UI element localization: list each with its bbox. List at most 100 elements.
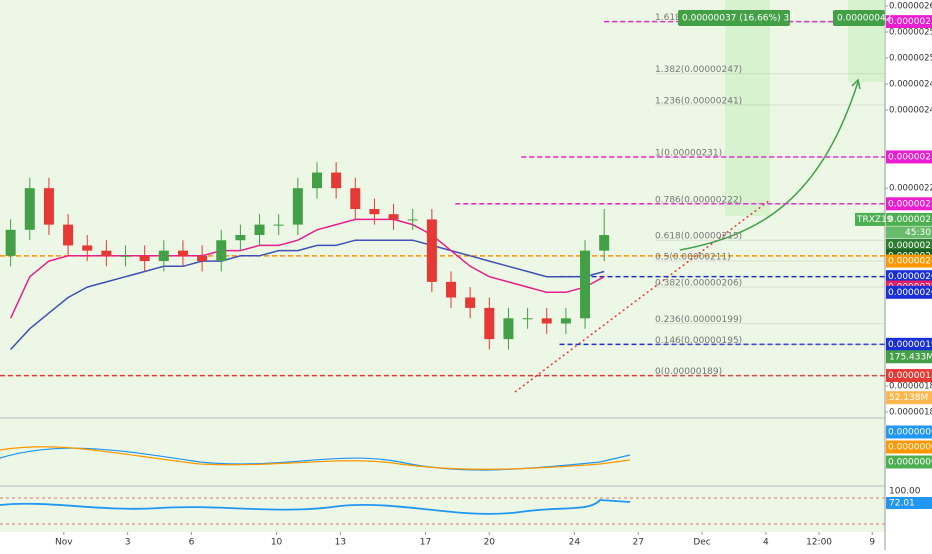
candle-body [426,219,437,282]
macd-signal [0,446,631,470]
x-tick-label: 6 [189,538,195,548]
candle-body [43,188,54,225]
y-tick-label: 0.00000250 [889,54,932,64]
candle-body [139,255,150,262]
price-tag [886,197,932,211]
measure-label: 0.00000042 [837,14,891,24]
candle-body [158,250,169,262]
measure-zone [725,0,770,216]
candle-body [24,188,35,230]
candle-body [273,224,284,226]
rsi-tag-label: 72.01 [889,499,915,509]
x-tick-label: 20 [484,538,496,548]
fib-label: 0.146(0.00000195) [655,336,742,346]
rsi-tag [886,485,932,497]
price-tag-label: 0.00000222 [888,199,932,209]
candle-body [120,255,131,257]
candle-body [446,281,457,298]
price-tag-label: 0.00000195 [888,340,932,350]
price-tag-label: 0.00000214 [888,241,932,251]
candle-body [407,219,418,221]
candle-body [197,255,208,262]
symbol-label: TRXZ19 [856,215,893,225]
price-tag-label: 0.00000211 [888,257,932,267]
fib-label: 0.5(0.00000211) [655,253,731,263]
candle-body [63,224,74,246]
trend-line [514,199,771,393]
fib-label: 0.618(0.00000215) [655,232,742,242]
candle-body [101,250,112,256]
y-tick-label: 0.00000182 [889,408,932,418]
countdown-tag [886,226,932,239]
x-tick-label: 12:00 [806,538,832,548]
volume-tag-label: 175.433M [889,352,932,362]
symbol-tag [855,212,885,226]
macd-tag [886,440,932,454]
volume-tag [886,350,932,364]
rsi-tag [886,497,932,509]
price-tag [886,369,932,383]
candle-body [522,318,533,320]
candle-body [177,250,188,256]
fib-label: 0.236(0.00000199) [655,315,742,325]
x-tick-label: Nov [55,538,73,548]
y-tick-label: 0.00000260 [889,2,932,12]
y-tick-label: 0.00000187 [889,381,932,391]
macd-tag-label: 0.00000002 [888,443,932,453]
candle-body [82,245,93,251]
x-tick-label: 4 [763,538,769,548]
macd-tag [886,455,932,469]
macd-tag [886,425,932,439]
candle-body [503,318,514,340]
candle-body [388,214,399,220]
x-tick-label: 10 [271,538,283,548]
moving-average [10,239,605,351]
candle-body [350,188,361,209]
price-tag [886,15,932,29]
x-tick-label: 3 [125,538,131,548]
macd-tag-label: 0.00000004 [888,428,932,438]
x-tick-label: 27 [632,538,643,548]
candle-body [560,318,571,324]
x-tick-label: 17 [420,538,431,548]
price-tag-label: 0.00000219 [888,215,932,225]
fib-label: 1.236(0.00000241) [655,96,742,106]
volume-tag-label: 52.138M [889,393,928,403]
y-tick-label: 0.00000245 [889,80,932,90]
countdown: 45:30 [905,228,931,238]
rsi-tag-label: 100.00 [889,487,921,497]
candle-body [580,250,591,319]
rsi-line [0,499,631,515]
macd-tag-label: 0.00000002 [888,458,932,468]
measure-label: 0.00000037 (16.66%) 37 [682,14,795,24]
y-tick-label: 0.00000240 [889,106,932,116]
price-tag-label: 0.00000231 [888,152,932,162]
fib-label: 1.382(0.00000247) [655,65,742,75]
candle-body [541,318,552,324]
arrow-head [851,78,861,90]
candle-body [216,240,227,262]
y-tick-label: 0.00000225 [889,184,932,194]
price-tag [886,337,932,351]
price-tag [886,270,932,284]
time-axis-background [0,532,885,550]
price-tag-label: 0.00000208 [888,272,932,282]
fib-label: 0(0.00000189) [655,367,722,377]
candle-body [5,229,16,256]
candle-body [369,209,380,215]
candle-body [484,307,495,340]
measure-label-box [833,10,885,26]
candle-body [599,235,610,251]
x-tick-label: Dec [693,538,710,548]
y-tick-label: 0.00000255 [889,28,932,38]
candle-body [254,224,265,236]
fib-label: 1(0.00000231) [655,148,722,158]
candle-body [292,188,303,225]
fib-label: 0.786(0.00000222) [655,195,742,205]
price-tag-label: 0.00000257 [888,17,932,27]
price-tag-label: 0.00000189 [888,371,932,381]
price-tag [886,254,932,268]
candle-body [235,235,246,241]
candle-body [311,172,322,189]
